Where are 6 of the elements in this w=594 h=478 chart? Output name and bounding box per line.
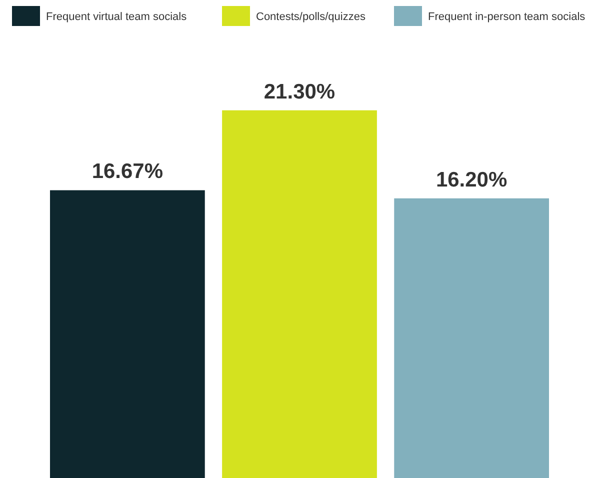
legend-label: Contests/polls/quizzes xyxy=(256,11,366,23)
data-label: 21.30% xyxy=(264,80,336,104)
legend-label: Frequent virtual team socials xyxy=(46,11,188,23)
data-label: 16.20% xyxy=(436,168,508,192)
legend-label: Frequent in-person team socials xyxy=(428,11,586,23)
data-label: 16.67% xyxy=(92,160,164,184)
